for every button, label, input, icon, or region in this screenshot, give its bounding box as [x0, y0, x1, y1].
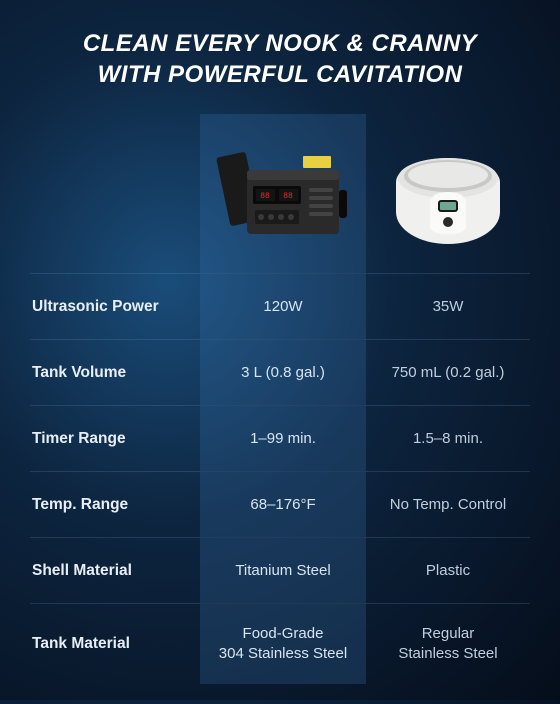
headline-line-1: CLEAN EVERY NOOK & CRANNY: [83, 30, 477, 57]
row-value-b: RegularStainless Steel: [366, 604, 530, 684]
table-row: Shell Material Titanium Steel Plastic: [30, 538, 530, 604]
comparison-table: 88 88: [30, 114, 530, 684]
table-row: Ultrasonic Power 120W 35W: [30, 274, 530, 340]
row-value-a: 1–99 min.: [200, 406, 366, 471]
table-row: Tank Material Food-Grade304 Stainless St…: [30, 604, 530, 684]
row-value-a: 120W: [200, 274, 366, 339]
row-value-b: No Temp. Control: [366, 472, 530, 537]
compact-cleaner-icon: [378, 134, 518, 254]
row-label: Tank Volume: [30, 340, 200, 405]
svg-text:88: 88: [260, 192, 270, 201]
row-value-a: Food-Grade304 Stainless Steel: [200, 604, 366, 684]
product-b-image-cell: [366, 114, 530, 273]
row-label: Tank Material: [30, 604, 200, 684]
row-value-a: 68–176°F: [200, 472, 366, 537]
row-value-b: 1.5–8 min.: [366, 406, 530, 471]
row-value-b: 750 mL (0.2 gal.): [366, 340, 530, 405]
table-row: Tank Volume 3 L (0.8 gal.) 750 mL (0.2 g…: [30, 340, 530, 406]
svg-text:88: 88: [283, 192, 293, 201]
industrial-cleaner-icon: 88 88: [213, 134, 353, 254]
row-label: Ultrasonic Power: [30, 274, 200, 339]
row-label: Shell Material: [30, 538, 200, 603]
table-row: Timer Range 1–99 min. 1.5–8 min.: [30, 406, 530, 472]
row-value-b: Plastic: [366, 538, 530, 603]
product-image-row: 88 88: [30, 114, 530, 274]
row-label: Timer Range: [30, 406, 200, 471]
image-row-label-empty: [30, 114, 200, 273]
headline-line-2: WITH POWERFUL CAVITATION: [98, 61, 463, 88]
product-a-image-cell: 88 88: [200, 114, 366, 273]
table-row: Temp. Range 68–176°F No Temp. Control: [30, 472, 530, 538]
row-value-b: 35W: [366, 274, 530, 339]
row-value-a: 3 L (0.8 gal.): [200, 340, 366, 405]
row-label: Temp. Range: [30, 472, 200, 537]
page-title: CLEAN EVERY NOOK & CRANNY WITH POWERFUL …: [30, 28, 530, 90]
row-value-a: Titanium Steel: [200, 538, 366, 603]
